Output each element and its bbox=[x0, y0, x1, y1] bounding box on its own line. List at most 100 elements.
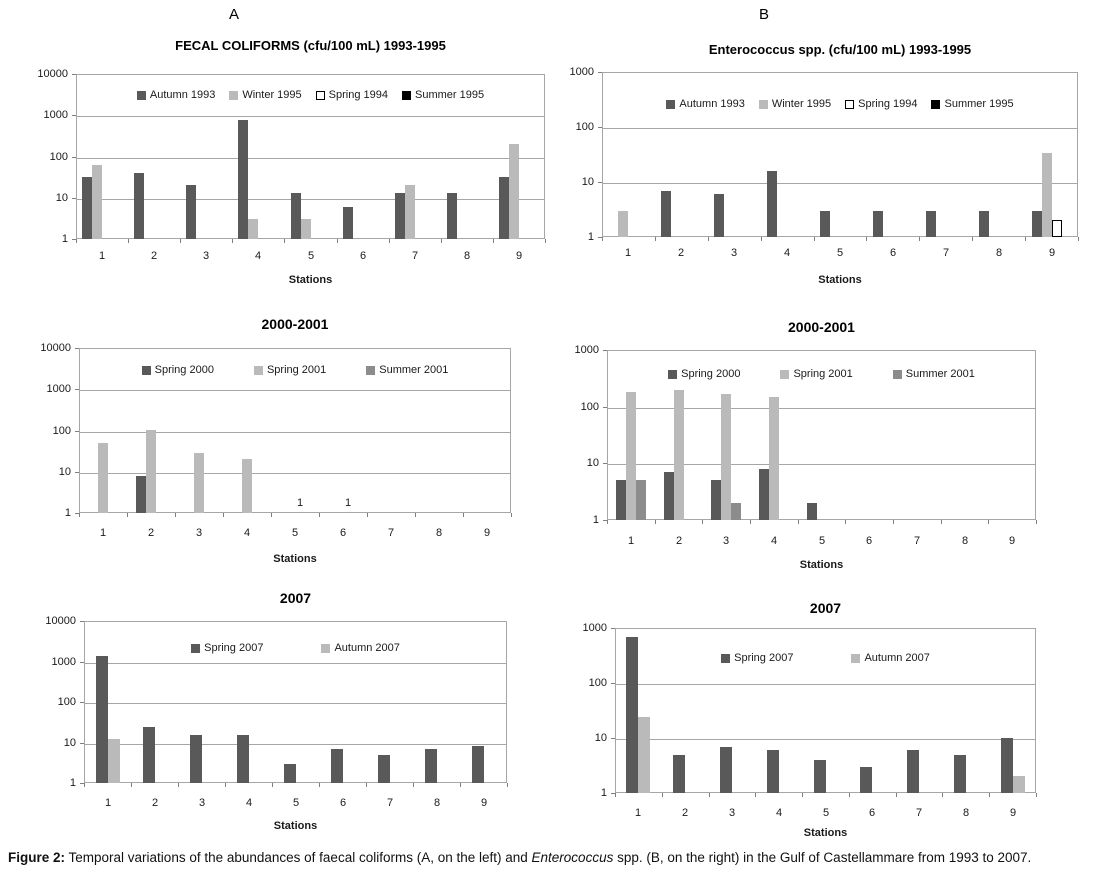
x-axis-tick-label: 3 bbox=[202, 250, 210, 262]
x-axis-tick bbox=[79, 513, 80, 517]
legend-item: Autumn 2007 bbox=[321, 642, 400, 654]
x-axis-tick-label: 1 bbox=[99, 527, 107, 539]
x-axis-tick bbox=[128, 239, 129, 243]
y-axis-tick-label: 100 bbox=[49, 151, 68, 163]
bar-a2-s3 bbox=[194, 453, 204, 513]
legend: Spring 2000 Spring 2001 Summer 2001 bbox=[79, 364, 511, 376]
x-axis-tick bbox=[655, 237, 656, 241]
legend-item: Summer 2001 bbox=[892, 368, 975, 380]
x-axis-tick bbox=[84, 783, 85, 787]
x-axis-tick-label: 6 bbox=[339, 797, 347, 809]
x-axis-tick bbox=[76, 239, 77, 243]
x-axis-tick-label: 1 bbox=[104, 797, 112, 809]
gridline bbox=[608, 408, 1035, 409]
x-axis-tick-label: 6 bbox=[868, 807, 876, 819]
x-axis-tick bbox=[415, 513, 416, 517]
y-axis-tick bbox=[72, 239, 76, 240]
y-axis-tick-label: 1 bbox=[61, 233, 68, 245]
legend-item: Summer 1995 bbox=[931, 98, 1014, 110]
legend-swatch-light bbox=[780, 369, 790, 379]
bar-a3-s8 bbox=[425, 749, 437, 783]
x-axis-tick-label: 3 bbox=[722, 535, 730, 547]
y-axis-tick-label: 10 bbox=[63, 737, 76, 749]
y-axis-tick bbox=[603, 463, 607, 464]
bar-a1-s4 bbox=[248, 219, 258, 239]
x-axis-tick bbox=[798, 520, 799, 524]
x-axis-tick bbox=[178, 783, 179, 787]
caption-text-italic: Enterococcus bbox=[531, 850, 614, 865]
legend-label: Autumn 1993 bbox=[679, 98, 745, 110]
x-axis-tick bbox=[607, 520, 608, 524]
y-axis-tick bbox=[75, 389, 79, 390]
legend-swatch-dark bbox=[191, 643, 201, 653]
bar-b1-s7 bbox=[926, 211, 936, 237]
x-axis-tick-label: 3 bbox=[198, 797, 206, 809]
legend: Spring 2000 Spring 2001 Summer 2001 bbox=[607, 368, 1036, 380]
y-axis-tick bbox=[80, 743, 84, 744]
x-axis-tick bbox=[367, 513, 368, 517]
y-axis-tick-label: 10000 bbox=[40, 342, 71, 354]
gridline bbox=[616, 684, 1035, 685]
y-axis-tick-label: 1000 bbox=[574, 344, 599, 356]
x-axis-tick-label: 7 bbox=[913, 535, 921, 547]
bar-a1-s5 bbox=[291, 193, 301, 239]
y-axis-tick bbox=[611, 628, 615, 629]
x-axis-tick bbox=[463, 513, 464, 517]
x-axis-tick-label: 1 bbox=[634, 807, 642, 819]
legend-item: Spring 2001 bbox=[253, 364, 326, 376]
bar-b2-s2 bbox=[664, 472, 674, 520]
gridline bbox=[85, 663, 506, 664]
x-axis-tick bbox=[709, 793, 710, 797]
x-axis-tick bbox=[702, 520, 703, 524]
bar-a1-s9 bbox=[509, 144, 519, 239]
legend-label: Spring 2000 bbox=[681, 368, 741, 380]
x-axis-tick bbox=[319, 783, 320, 787]
x-axis-tick bbox=[755, 793, 756, 797]
bar-b2-s2 bbox=[674, 390, 684, 520]
legend-swatch-light bbox=[758, 99, 768, 109]
bar-b3-s1 bbox=[626, 637, 638, 793]
x-axis-tick bbox=[761, 237, 762, 241]
x-axis-tick-label: 7 bbox=[386, 797, 394, 809]
legend-swatch-dark bbox=[721, 653, 731, 663]
legend-label: Autumn 2007 bbox=[334, 642, 400, 654]
bar-b3-s2 bbox=[673, 755, 685, 793]
x-axis-tick bbox=[337, 239, 338, 243]
x-axis-tick-label: 8 bbox=[433, 797, 441, 809]
x-axis-tick-label: 8 bbox=[961, 535, 969, 547]
legend-item: Summer 2001 bbox=[366, 364, 448, 376]
legend-label: Winter 1995 bbox=[242, 89, 302, 101]
legend-label: Summer 2001 bbox=[379, 364, 449, 376]
x-axis-tick-label: 1 bbox=[624, 247, 632, 259]
gridline bbox=[608, 464, 1035, 465]
x-axis-tick bbox=[511, 513, 512, 517]
bar-b1-s8 bbox=[979, 211, 989, 237]
x-axis-tick-label: 8 bbox=[463, 250, 471, 262]
x-axis-tick bbox=[366, 783, 367, 787]
bar-b3-s4 bbox=[767, 750, 779, 793]
legend-swatch-light bbox=[851, 653, 861, 663]
x-axis-tick bbox=[180, 239, 181, 243]
x-axis-tick-label: 3 bbox=[728, 807, 736, 819]
x-axis-tick-label: 2 bbox=[681, 807, 689, 819]
x-axis-tick-label: 5 bbox=[836, 247, 844, 259]
gridline bbox=[85, 703, 506, 704]
x-axis-tick-label: 8 bbox=[962, 807, 970, 819]
legend-item: Summer 1995 bbox=[401, 89, 484, 101]
legend-label: Autumn 2007 bbox=[864, 652, 930, 664]
x-axis-title: Stations bbox=[273, 553, 317, 565]
x-axis-tick bbox=[225, 783, 226, 787]
x-axis-tick-label: 1 bbox=[98, 250, 106, 262]
x-axis-tick bbox=[493, 239, 494, 243]
y-axis-tick-label: 10 bbox=[55, 192, 68, 204]
y-axis-tick-label: 1000 bbox=[569, 66, 594, 78]
chart-title-a3: 2007 bbox=[279, 590, 312, 606]
x-axis-tick-label: 9 bbox=[1008, 535, 1016, 547]
bar-a1-s5 bbox=[301, 219, 311, 239]
caption-label: Figure 2: bbox=[8, 850, 66, 865]
x-axis-tick bbox=[708, 237, 709, 241]
gridline bbox=[77, 158, 544, 159]
bar-a3-s3 bbox=[190, 735, 202, 783]
x-axis-tick-label: 4 bbox=[254, 250, 262, 262]
bar-a3-s2 bbox=[143, 727, 155, 783]
